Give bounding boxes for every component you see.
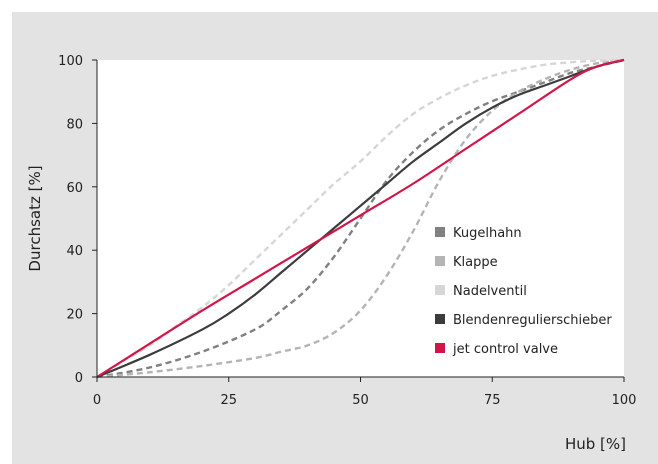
- line-chart: 0 25 50 75 100 0 20 40 60 80 100 Kugelhahn Klappe Na…: [26, 54, 636, 453]
- tick-labels: 0 25 50 75 100 0 20 40 60 80 100: [58, 54, 636, 408]
- legend-label: Kugelhahn: [453, 226, 522, 241]
- y-tick-label: 80: [66, 117, 83, 132]
- x-axis-title: Hub [%]: [565, 435, 626, 453]
- legend-label: Klappe: [453, 255, 498, 270]
- x-tick-label: 25: [220, 393, 237, 408]
- y-axis-title: Durchsatz [%]: [26, 165, 44, 271]
- y-tick-label: 100: [58, 54, 83, 69]
- y-tick-label: 40: [66, 244, 83, 259]
- series-line-jet-control-valve: [96, 58, 625, 378]
- legend-label: jet control valve: [452, 342, 558, 357]
- legend-label: Nadelventil: [453, 284, 527, 299]
- y-tick-label: 0: [75, 371, 83, 386]
- series-layer: [96, 58, 625, 379]
- y-tick-label: 60: [66, 181, 83, 196]
- legend-label: Blendenregulierschieber: [453, 313, 612, 328]
- x-tick-label: 75: [484, 393, 501, 408]
- x-tick-label: 50: [352, 393, 369, 408]
- series-line-klappe: [96, 58, 625, 379]
- x-tick-label: 100: [612, 393, 637, 408]
- legend: Kugelhahn Klappe Nadelventil Blendenregulie…: [435, 226, 612, 357]
- legend-swatch: [435, 285, 445, 295]
- series-line-blendenregulierschieber: [96, 58, 625, 379]
- series-line-kugelhahn: [96, 58, 625, 379]
- legend-swatch: [435, 343, 445, 353]
- legend-swatch: [435, 256, 445, 266]
- legend-swatch: [435, 314, 445, 324]
- chart-frame: 0 25 50 75 100 0 20 40 60 80 100 Kugelhahn Klappe Na…: [12, 12, 658, 464]
- y-tick-label: 20: [66, 308, 83, 323]
- legend-swatch: [435, 227, 445, 237]
- x-tick-label: 0: [93, 393, 101, 408]
